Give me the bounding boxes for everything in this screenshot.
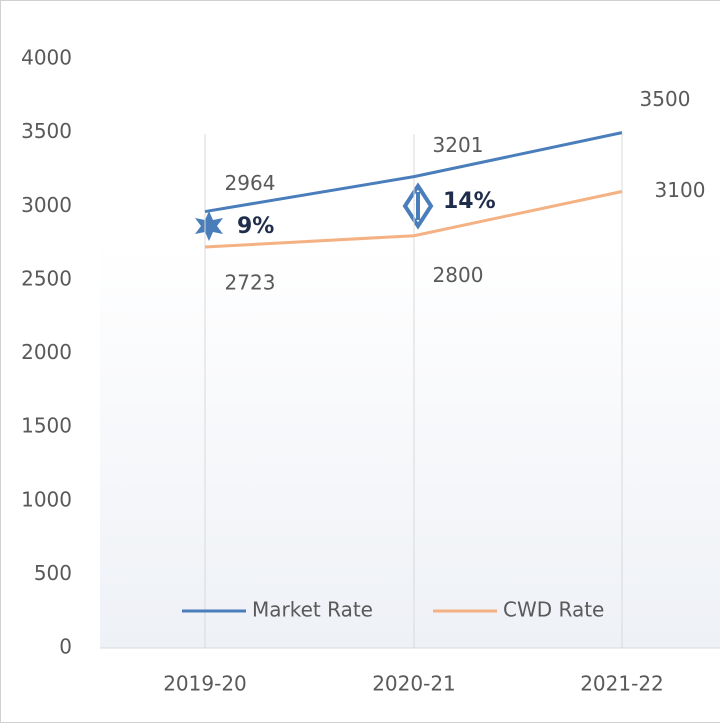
series-line [204, 131, 623, 214]
data-label: 3500 [640, 87, 691, 111]
y-tick-label: 2500 [21, 266, 72, 290]
x-tick-label: 2021-22 [580, 672, 664, 696]
y-tick-label: 500 [34, 561, 72, 585]
y-tick-label: 0 [59, 635, 72, 659]
data-label: 2723 [225, 271, 276, 295]
series-line [204, 190, 623, 249]
data-label: 2800 [433, 263, 484, 287]
y-tick-label: 2000 [21, 340, 72, 364]
x-tick-label: 2019-20 [163, 672, 247, 696]
data-label: 3201 [433, 133, 484, 157]
star-icon [195, 211, 223, 241]
y-tick-label: 3500 [21, 119, 72, 143]
y-tick-label: 4000 [21, 46, 72, 70]
diamond-icon [402, 182, 434, 230]
x-tick-label: 2020-21 [372, 672, 456, 696]
legend-label: Market Rate [252, 598, 373, 622]
data-label: 3100 [655, 178, 706, 202]
data-label: 2964 [225, 171, 276, 195]
legend-label: CWD Rate [503, 598, 604, 622]
y-tick-label: 1000 [21, 487, 72, 511]
plot-background [100, 240, 720, 648]
annotation: 14% [443, 189, 496, 214]
annotation: 9% [237, 214, 274, 239]
y-tick-label: 3000 [21, 193, 72, 217]
y-tick-label: 1500 [21, 414, 72, 438]
